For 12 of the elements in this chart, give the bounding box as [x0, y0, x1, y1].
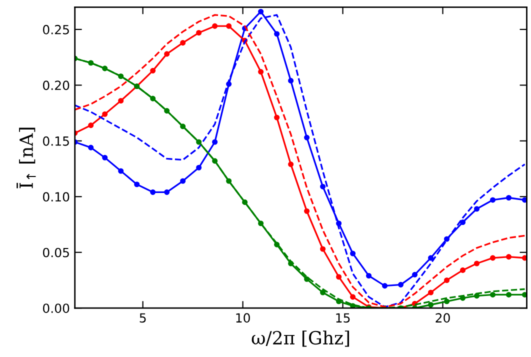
y-tick-label: 0.00 — [43, 304, 70, 314]
y-tick-label: 0.10 — [43, 192, 70, 202]
y-tick-label: 0.05 — [43, 248, 69, 258]
y-tick-label: 0.15 — [43, 136, 69, 146]
y-axis-title: Ī$_{↑}$ [nA] — [16, 128, 36, 188]
x-axis-title: ω/2π [Ghz] — [252, 330, 350, 347]
x-tick-label: 10 — [236, 313, 250, 323]
x-tick-label: 5 — [140, 313, 146, 323]
x-tick-label: 20 — [436, 313, 450, 323]
y-tick-label: 0.25 — [43, 24, 69, 34]
x-tick-label: 15 — [336, 313, 350, 323]
y-tick-label: 0.20 — [43, 80, 70, 90]
